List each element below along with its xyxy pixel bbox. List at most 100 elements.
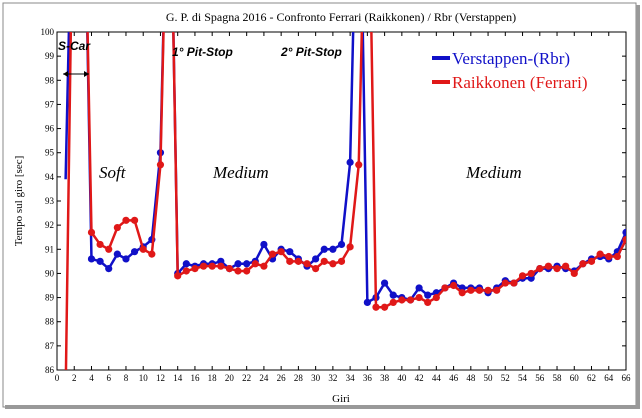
point <box>329 260 337 268</box>
point <box>562 262 570 270</box>
point <box>277 248 285 256</box>
point <box>622 228 626 236</box>
point <box>570 269 578 278</box>
point <box>260 240 268 249</box>
point <box>467 286 475 294</box>
point <box>174 272 182 280</box>
y-tick-label: 86 <box>45 365 55 375</box>
frame-shadow <box>636 5 640 409</box>
point <box>182 260 190 268</box>
point <box>243 260 251 268</box>
x-tick-label: 18 <box>208 373 218 383</box>
x-tick-label: 62 <box>587 373 596 383</box>
point <box>130 248 139 256</box>
x-tick-label: 32 <box>328 373 337 383</box>
point <box>536 265 544 273</box>
plot-area <box>56 31 627 371</box>
point <box>122 255 130 263</box>
y-tick-label: 92 <box>45 220 54 230</box>
point <box>268 250 277 258</box>
point <box>415 293 423 302</box>
annotation: Soft <box>99 163 127 182</box>
point <box>501 279 509 287</box>
point <box>381 303 389 311</box>
annotation: 2° Pit-Stop <box>280 45 342 59</box>
point <box>424 291 432 299</box>
point <box>320 257 328 265</box>
y-tick-label: 100 <box>41 27 55 37</box>
point <box>225 265 234 273</box>
point <box>130 216 139 224</box>
point <box>381 279 389 287</box>
point <box>484 286 492 294</box>
y-tick-label: 94 <box>45 172 55 182</box>
point <box>372 303 380 311</box>
x-tick-label: 50 <box>484 373 494 383</box>
point <box>337 257 346 265</box>
point <box>251 260 259 268</box>
point <box>329 245 337 253</box>
point <box>96 240 104 249</box>
point <box>182 267 190 275</box>
x-tick-label: 60 <box>570 373 580 383</box>
frame-shadow <box>5 405 638 409</box>
point <box>432 293 440 302</box>
x-tick-label: 64 <box>604 373 614 383</box>
annotation: Medium <box>212 163 269 182</box>
y-tick-label: 88 <box>45 317 55 327</box>
point <box>553 265 561 273</box>
x-tick-label: 12 <box>156 373 165 383</box>
annotation: 1° Pit-Stop <box>172 45 233 59</box>
x-tick-label: 0 <box>55 373 60 383</box>
point <box>527 269 535 278</box>
point <box>122 216 130 224</box>
y-axis-label: Tempo sul giro [sec] <box>13 156 25 247</box>
x-tick-label: 48 <box>466 373 476 383</box>
x-tick-label: 20 <box>225 373 235 383</box>
y-tick-label: 87 <box>45 341 55 351</box>
x-tick-label: 4 <box>89 373 94 383</box>
point <box>441 284 449 292</box>
point <box>191 265 199 273</box>
x-tick-label: 28 <box>294 373 304 383</box>
x-tick-label: 8 <box>124 373 129 383</box>
point <box>312 265 320 273</box>
annotation: Medium <box>465 163 522 182</box>
x-tick-label: 2 <box>72 373 77 383</box>
x-axis-label: Giri <box>332 393 350 405</box>
x-tick-label: 52 <box>501 373 510 383</box>
point <box>208 262 216 270</box>
y-tick-label: 89 <box>45 293 55 303</box>
point <box>217 262 225 270</box>
point <box>320 245 328 253</box>
y-tick-label: 96 <box>45 124 55 134</box>
x-tick-label: 10 <box>139 373 149 383</box>
y-tick-label: 97 <box>45 99 55 109</box>
x-tick-label: 38 <box>380 373 390 383</box>
point <box>587 257 596 265</box>
x-tick-label: 42 <box>415 373 424 383</box>
y-tick-label: 91 <box>45 244 54 254</box>
x-tick-label: 66 <box>622 373 632 383</box>
point <box>475 286 484 294</box>
point <box>234 260 242 268</box>
x-tick-label: 40 <box>397 373 407 383</box>
plot-marks <box>64 32 626 370</box>
point <box>596 250 604 258</box>
point <box>286 248 294 256</box>
point <box>622 236 626 244</box>
y-tick-label: 93 <box>45 196 55 206</box>
point <box>113 250 121 258</box>
point <box>113 223 121 232</box>
point <box>96 257 104 265</box>
point <box>105 245 113 253</box>
point <box>303 260 311 268</box>
legend-label: Verstappen-(Rbr) <box>452 49 570 68</box>
point <box>294 257 302 265</box>
point <box>346 158 354 166</box>
point <box>544 262 553 270</box>
point <box>312 255 320 263</box>
x-tick-label: 16 <box>190 373 200 383</box>
point <box>424 298 432 306</box>
